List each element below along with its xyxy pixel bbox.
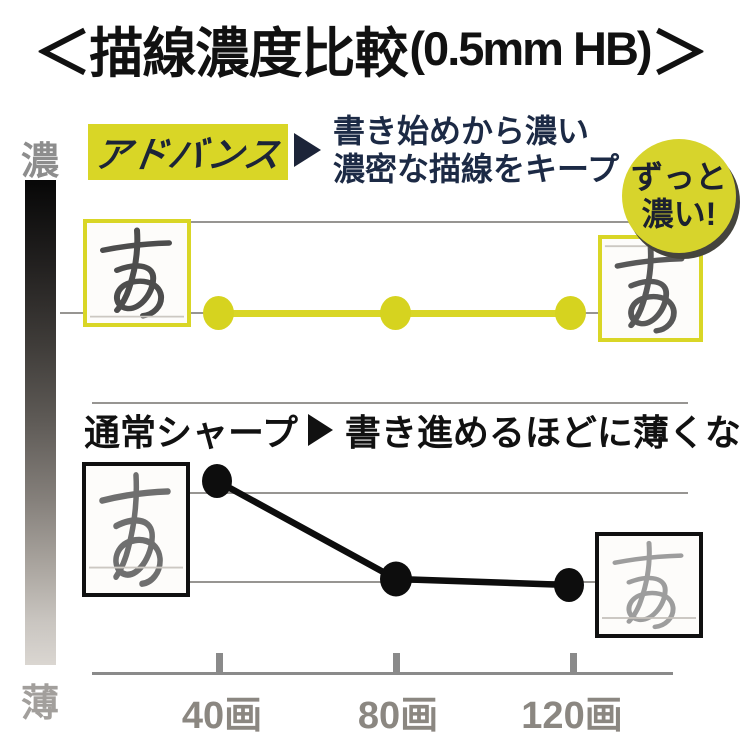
always-dark-badge-line1: ずっと [630,159,727,195]
x-axis-tick-40 [216,653,223,673]
density-gradient-bar [25,180,56,665]
always-dark-badge-line2: 濃い! [641,196,717,232]
right-arrow-icon [307,414,333,446]
x-axis-tick-80 [393,653,400,673]
handwriting-sample-a-icon [604,243,697,334]
sample-box-advance-start [83,219,191,327]
title-open-bracket: ＜ [33,21,91,86]
advance-brand-label: アドバンス [91,134,284,175]
handwriting-sample-a-icon [90,227,184,319]
gridline-normal-top [92,402,688,404]
advance-data-point-80 [380,296,411,330]
handwriting-sample-a-icon [89,472,183,587]
x-axis-label-120: 120画 [521,695,623,737]
normal-description: 書き進めるほどに薄くなる [344,412,740,453]
gridline-advance-top [190,221,688,223]
title-paren: (0.5mm HB) [409,21,652,75]
title-main: 描線濃度比較 [89,23,408,84]
advance-brand-badge: アドバンス [88,124,288,180]
advance-description: 書き始めから濃い 濃密な描線をキープ [333,112,619,188]
sample-box-normal-end [595,532,703,638]
advance-description-line2: 濃密な描線をキープ [333,151,620,187]
density-dark-label: 濃 [20,141,59,183]
normal-series-line [202,464,584,602]
advance-description-line1: 書き始めから濃い [333,113,590,149]
normal-data-point-120 [554,568,584,602]
normal-section-header: 通常シャープ 書き進めるほどに薄くなる [84,404,740,456]
page-title: ＜描線濃度比較 (0.5mm HB) ＞ [0,16,740,86]
x-axis-label-80: 80画 [357,695,439,737]
right-arrow-icon [294,133,321,167]
advance-data-point-40 [203,296,234,330]
handwriting-sample-a-icon [602,540,696,630]
normal-brand-label: 通常シャープ [84,412,298,453]
sample-box-normal-start [82,462,190,597]
gridline-normal-bottom [92,581,600,583]
gridline-normal-middle [190,492,688,494]
always-dark-badge: ずっと 濃い! [622,139,736,253]
normal-data-point-40 [202,464,232,498]
x-axis-baseline [92,672,673,675]
normal-data-point-80 [380,561,412,597]
density-light-label: 薄 [20,683,59,725]
x-axis-label-40: 40画 [181,695,263,737]
advance-data-point-120 [555,296,586,330]
x-axis-tick-120 [570,653,577,673]
title-close-bracket: ＞ [650,21,709,86]
